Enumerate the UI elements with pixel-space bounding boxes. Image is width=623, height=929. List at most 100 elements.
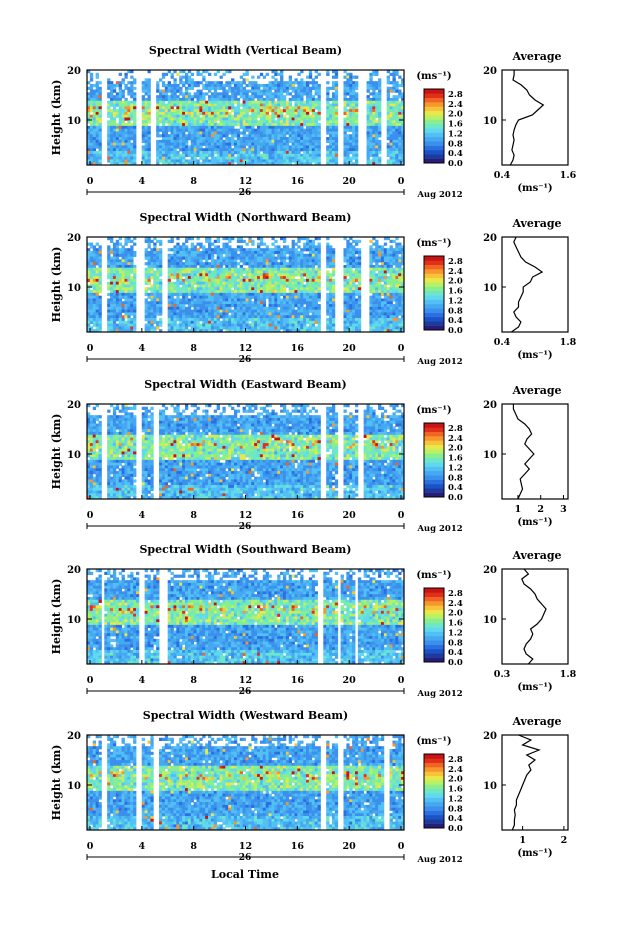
heatmap-cell (334, 142, 339, 146)
heatmap-cell (118, 248, 122, 252)
heatmap-cell (176, 106, 180, 110)
heatmap-cell (205, 103, 209, 107)
heatmap-cell (239, 320, 244, 325)
heatmap-cell (349, 123, 353, 127)
heatmap-cell (144, 81, 148, 85)
heatmap-cell (173, 103, 177, 107)
heatmap-cell (303, 259, 307, 263)
heatmap-cell (92, 270, 97, 274)
heatmap-cell (92, 323, 97, 327)
heatmap-cell (130, 239, 134, 243)
heatmap-cell (297, 256, 301, 260)
heatmap-cell (277, 301, 281, 305)
heatmap-cell (242, 137, 246, 141)
heatmap-cell (331, 97, 336, 102)
heatmap-cell (115, 304, 120, 308)
heatmap-cell (167, 318, 171, 322)
heatmap-cell (150, 273, 154, 277)
heatmap-cell (182, 323, 186, 327)
heatmap-cell (254, 298, 258, 302)
heatmap-cell (182, 92, 186, 96)
heatmap-cell (219, 248, 223, 252)
heatmap-cell (401, 114, 405, 118)
heatmap-cell (228, 89, 232, 93)
heatmap-cell (184, 264, 189, 269)
heatmap-cell (107, 120, 111, 124)
heatmap-cell (176, 264, 180, 269)
heatmap-cell (87, 156, 91, 160)
heatmap-cell (239, 159, 244, 163)
heatmap-cell (294, 290, 298, 294)
heatmap-cell (130, 134, 134, 138)
heatmap-cell (257, 245, 261, 249)
heatmap-cell (297, 284, 301, 288)
heatmap-cell (219, 75, 223, 79)
heatmap-cell (251, 309, 255, 313)
heatmap-cell (118, 114, 122, 118)
heatmap-cell (300, 309, 304, 313)
heatmap-cell (326, 139, 330, 144)
heatmap-cell (285, 312, 290, 316)
heatmap-cell (141, 134, 146, 138)
heatmap-cell (98, 323, 102, 327)
heatmap-cell (392, 148, 396, 152)
heatmap-cell (219, 287, 223, 291)
heatmap-cell (231, 92, 235, 96)
heatmap-cell (219, 114, 223, 118)
heatmap-cell (150, 312, 154, 316)
heatmap-cell (274, 70, 278, 74)
heatmap-cell (176, 103, 180, 107)
heatmap-cell (127, 103, 131, 107)
heatmap-cell (285, 245, 290, 249)
heatmap-cell (95, 295, 99, 299)
heatmap-cell (294, 320, 298, 325)
heatmap-cell (176, 306, 180, 311)
heatmap-cell (216, 323, 220, 327)
heatmap-cell (118, 284, 122, 288)
heatmap-cell (308, 72, 313, 76)
heatmap-cell (378, 86, 382, 90)
heatmap-cell (386, 106, 390, 110)
heatmap-cell (242, 148, 246, 152)
heatmap-cell (115, 159, 120, 163)
heatmap-cell (311, 106, 316, 110)
heatmap-cell (274, 128, 278, 132)
heatmap-cell (193, 142, 197, 146)
heatmap-cell (112, 111, 117, 116)
heatmap-cell (314, 117, 318, 121)
heatmap-cell (239, 323, 244, 327)
heatmap-cell (395, 111, 399, 116)
heatmap-cell (262, 253, 267, 257)
heatmap-cell (216, 137, 220, 141)
heatmap-cell (248, 253, 252, 257)
heatmap-cell (182, 103, 186, 107)
heatmap-cell (190, 245, 195, 249)
heatmap-cell (118, 270, 122, 274)
heatmap-cell (130, 262, 134, 266)
heatmap-cell (196, 262, 200, 266)
avg-x-tick-label: 1.6 (560, 170, 577, 181)
heatmap-cell (311, 86, 316, 90)
heatmap-cell (395, 148, 399, 152)
heatmap-cell (239, 292, 244, 297)
heatmap-cell (331, 81, 336, 85)
heatmap-cell (242, 123, 246, 127)
heatmap-cell (173, 89, 177, 93)
heatmap-cell (297, 295, 301, 299)
heatmap-cell (300, 95, 304, 99)
heatmap-cell (251, 111, 255, 116)
heatmap-cell (208, 137, 212, 141)
heatmap-cell (259, 267, 264, 271)
heatmap-cell (317, 114, 321, 118)
heatmap-cell (271, 292, 275, 297)
heatmap-cell (288, 315, 293, 319)
heatmap-cell (156, 276, 160, 280)
heatmap-cell (110, 145, 114, 149)
heatmap-cell (141, 153, 146, 158)
heatmap-cell (150, 329, 154, 333)
heatmap-cell (245, 83, 249, 88)
heatmap-cell (196, 70, 200, 74)
heatmap-cell (167, 323, 171, 327)
heatmap-cell (92, 278, 97, 283)
heatmap-cell (259, 292, 264, 297)
